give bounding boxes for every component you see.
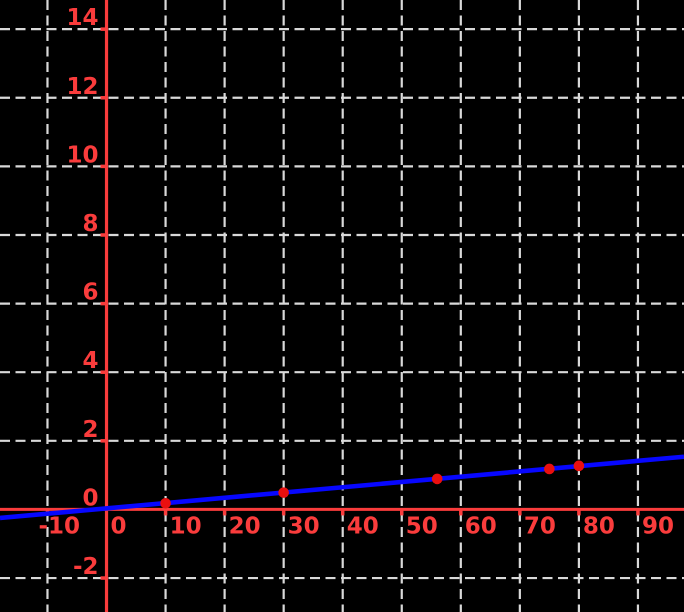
fitted-line [0, 454, 684, 521]
y-tick-label-8: 8 [83, 211, 99, 237]
y-tick-label-2: 2 [83, 417, 99, 443]
x-tick-label--10: -10 [38, 513, 80, 539]
x-tick-label-0: 0 [111, 513, 127, 539]
data-point-4 [573, 460, 585, 472]
y-tick-label-4: 4 [83, 348, 99, 374]
y-tick-label--2: -2 [73, 554, 99, 580]
x-tick-label-60: 60 [465, 513, 497, 539]
y-tick-label-10: 10 [67, 142, 99, 168]
x-tick-label-20: 20 [229, 513, 261, 539]
y-tick-label-6: 6 [83, 280, 99, 306]
x-tick-label-10: 10 [170, 513, 202, 539]
x-tick-label-70: 70 [524, 513, 556, 539]
y-tick-label-12: 12 [67, 74, 99, 100]
x-tick-label-80: 80 [583, 513, 615, 539]
data-point-0 [160, 497, 171, 509]
y-tick-label-0: 0 [83, 485, 99, 511]
x-tick-label-30: 30 [288, 513, 320, 539]
data-point-2 [431, 473, 443, 485]
x-tick-label-50: 50 [406, 513, 438, 539]
y-tick-label-14: 14 [67, 5, 99, 31]
data-point-3 [544, 463, 555, 475]
data-point-1 [278, 487, 289, 498]
x-tick-label-40: 40 [347, 513, 379, 539]
x-tick-label-90: 90 [642, 513, 674, 539]
